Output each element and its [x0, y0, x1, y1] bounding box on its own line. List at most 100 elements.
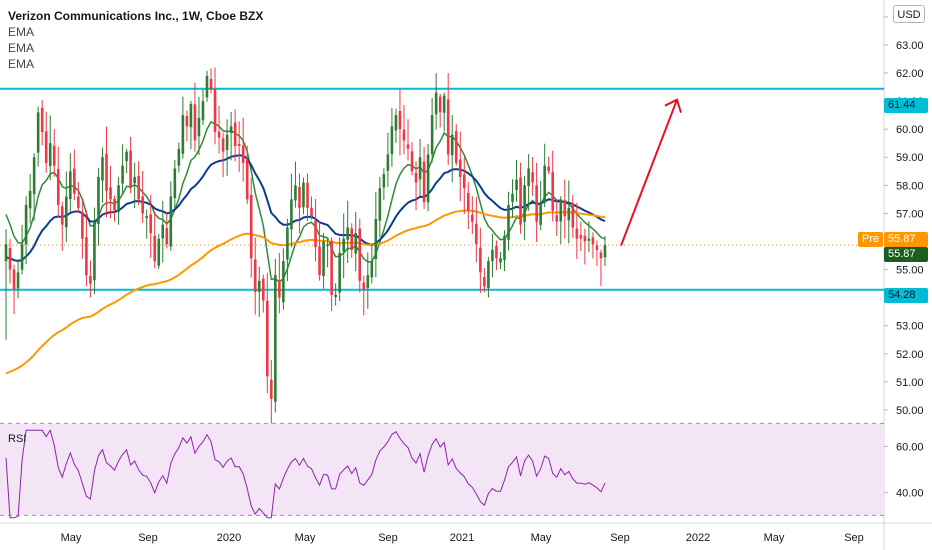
candle-body-98 [398, 110, 402, 130]
candle-body-134 [543, 165, 546, 203]
candle-body-45 [185, 116, 189, 127]
candle-body-113 [458, 159, 462, 177]
candle-body-31 [129, 150, 132, 189]
candle-body-99 [402, 129, 406, 141]
ema-mid-line [5, 154, 606, 263]
candle-body-78 [318, 246, 321, 276]
candle-body-22 [93, 221, 96, 281]
candle-body-118 [479, 247, 482, 273]
candle-body-90 [366, 275, 370, 289]
candle-body-147 [595, 245, 599, 250]
price-tick-label-2: 62.00 [896, 68, 924, 80]
time-tick-label-1: Sep [138, 532, 158, 544]
candle-body-40 [165, 228, 169, 245]
arrow-head [664, 98, 682, 113]
candle-body-115 [467, 192, 470, 211]
candle-body-93 [378, 188, 382, 221]
candle-body-114 [462, 174, 466, 189]
candle-body-1 [8, 248, 12, 270]
ema-fast-line [5, 121, 606, 284]
candle-body-143 [579, 235, 583, 239]
candle-body-75 [306, 182, 309, 208]
candle-body-97 [394, 115, 398, 131]
candle-body-49 [201, 101, 205, 121]
candle-body-142 [575, 228, 579, 239]
time-tick-label-8: 2022 [686, 532, 710, 544]
candle-body-13 [56, 169, 60, 205]
price-tick-label-7: 57.00 [896, 208, 924, 220]
support-price-tag: 54.28 [884, 288, 928, 303]
candle-body-136 [551, 171, 555, 211]
candle-body-62 [253, 259, 257, 293]
candle-body-64 [261, 278, 265, 301]
ema-lines [5, 121, 606, 375]
candle-body-14 [60, 206, 64, 225]
time-tick-label-4: Sep [378, 532, 398, 544]
horizontal-levels [0, 87, 884, 291]
candle-body-28 [117, 185, 120, 212]
candle-body-109 [442, 95, 446, 113]
candle-body-126 [511, 193, 514, 202]
candle-body-141 [571, 203, 575, 228]
candle-body-34 [141, 196, 144, 214]
candle-body-42 [173, 168, 177, 198]
projection-arrow [620, 98, 682, 247]
candle-body-37 [153, 235, 157, 262]
candle-body-32 [133, 176, 136, 184]
candle-body-87 [354, 233, 358, 254]
candle-body-58 [237, 144, 241, 147]
candle-body-101 [410, 151, 414, 172]
candle-body-146 [591, 237, 595, 245]
candle-body-127 [515, 179, 518, 190]
candle-body-56 [229, 126, 233, 134]
rsi-line [5, 429, 606, 519]
candle-body-112 [454, 131, 458, 163]
price-tick-label-14: 50.00 [896, 405, 924, 417]
candle-body-110 [446, 99, 450, 155]
time-tick-label-2: 2020 [217, 532, 241, 544]
candle-body-38 [157, 238, 161, 266]
candle-body-123 [499, 258, 502, 263]
candle-body-47 [193, 104, 197, 141]
arrow-shaft [620, 99, 678, 247]
ema-legend-1[interactable]: EMA [8, 25, 35, 39]
candle-body-30 [125, 151, 128, 162]
candle-body-10 [44, 131, 48, 163]
candle-body-18 [77, 196, 80, 208]
candle-body-27 [113, 198, 116, 211]
candle-body-33 [137, 176, 140, 200]
ema-legend-2[interactable]: EMA [8, 41, 35, 55]
ema-legend-3[interactable]: EMA [8, 57, 35, 71]
candle-body-25 [105, 153, 108, 191]
resistance-price-tag: 61.44 [884, 98, 928, 113]
rsi-band-fill [0, 423, 884, 516]
price-tick-label-13: 51.00 [896, 377, 924, 389]
candle-body-77 [314, 220, 317, 248]
candle-body-4 [20, 244, 24, 270]
currency-button[interactable]: USD [893, 5, 925, 23]
candle-body-16 [69, 171, 72, 200]
candle-body-89 [362, 282, 366, 290]
candle-body-130 [527, 168, 530, 186]
candle-body-48 [197, 117, 201, 137]
candle-body-131 [531, 172, 534, 183]
time-tick-label-0: May [61, 532, 82, 544]
candle-body-119 [483, 277, 486, 287]
candle-body-85 [346, 227, 349, 240]
candle-body-95 [386, 154, 390, 171]
candle-body-2 [12, 269, 16, 290]
time-tick-label-3: May [295, 532, 316, 544]
candle-body-144 [583, 235, 587, 242]
price-tick-label-5: 59.00 [896, 152, 924, 164]
candle-body-43 [177, 148, 181, 166]
candle-body-7 [32, 157, 36, 195]
candle-body-66 [270, 379, 273, 399]
candle-body-100 [406, 144, 410, 149]
candle-body-29 [121, 165, 124, 184]
candle-body-65 [266, 300, 269, 377]
rsi-legend[interactable]: RSI [8, 433, 27, 445]
candle-body-72 [294, 185, 297, 201]
candle-body-133 [539, 202, 542, 225]
candle-body-20 [85, 237, 88, 276]
